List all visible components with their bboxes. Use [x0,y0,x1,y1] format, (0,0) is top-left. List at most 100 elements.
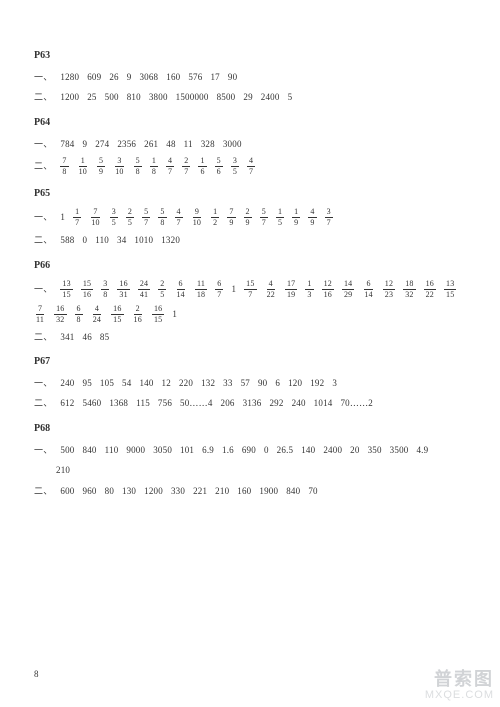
answer-row: 二、3414685 [34,330,466,344]
fraction: 157 [244,280,256,299]
answer-row: 一、7849274235626148113283000 [34,137,466,151]
fraction: 1516 [81,280,93,299]
fraction-denominator: 16 [81,290,93,299]
fraction-numerator: 17 [285,280,297,290]
row-prefix [34,463,48,477]
fraction-denominator: 16 [322,290,334,299]
fraction-denominator: 18 [195,290,207,299]
fraction-inline: 12 [211,208,219,227]
value: 1200 [144,484,163,498]
fraction: 1223 [383,280,395,299]
fraction-numerator: 1 [292,208,300,218]
value: 1 [60,210,65,224]
fraction-inline: 47 [175,208,183,227]
fraction-inline: 17 [73,208,81,227]
fraction-inline: 57 [260,208,268,227]
row-prefix: 一、 [34,282,52,296]
fraction-inline: 27 [182,157,190,176]
fraction: 1615 [152,305,164,324]
fraction-inline: 58 [134,157,142,176]
fraction-numerator: 13 [60,280,72,290]
value: 160 [237,484,251,498]
answer-row: 二、1200255008103800150000085002924005 [34,90,466,104]
fraction: 49 [308,208,316,227]
value: 5 [288,90,293,104]
value: 5460 [83,396,102,410]
fraction-denominator: 7 [246,290,254,299]
fraction-numerator: 15 [244,280,256,290]
fraction: 25 [126,208,134,227]
fraction: 1429 [342,280,354,299]
value: 221 [193,484,207,498]
fraction-denominator: 15 [60,290,72,299]
value: 2400 [261,90,280,104]
fraction-numerator: 5 [158,208,166,218]
value: 90 [228,70,237,84]
row-prefix: 一、 [34,443,52,457]
fraction-numerator: 4 [93,305,101,315]
value: 350 [368,443,382,457]
fraction-denominator: 32 [54,315,66,324]
value: 3 [332,376,337,390]
fraction-denominator: 5 [126,218,134,227]
fraction: 38 [101,280,109,299]
fraction-numerator: 16 [111,305,123,315]
fraction: 68 [75,305,83,324]
fraction-inline: 1631 [117,280,129,299]
fraction-inline: 47 [247,157,255,176]
row-prefix: 二、 [34,159,52,173]
fraction-denominator: 14 [362,290,374,299]
value: 1500000 [176,90,209,104]
fraction-denominator: 6 [198,167,206,176]
page-number: 8 [34,669,39,679]
fraction-denominator: 24 [91,315,103,324]
fraction-denominator: 22 [424,290,436,299]
fraction-numerator: 3 [231,157,239,167]
watermark: 普索图 MXQE.COM [425,665,494,701]
value: 192 [310,376,324,390]
fraction: 614 [174,280,186,299]
value: 784 [60,137,74,151]
fraction-numerator: 3 [110,208,118,218]
fraction-inline: 38 [101,280,109,299]
fraction-numerator: 7 [60,157,68,167]
fraction-denominator: 8 [134,167,142,176]
fraction: 1719 [285,280,297,299]
value: 2400 [323,443,342,457]
value: 48 [166,137,175,151]
value: 26 [109,70,118,84]
value: 1320 [161,233,180,247]
value: 612 [60,396,74,410]
value: 4.9 [416,443,428,457]
fraction: 1832 [403,280,415,299]
fraction-numerator: 1 [276,208,284,218]
fraction: 1622 [424,280,436,299]
value: 810 [127,90,141,104]
fraction: 47 [166,157,174,176]
value: 34 [117,233,126,247]
fraction-inline: 1622 [424,280,436,299]
fraction-numerator: 5 [97,157,105,167]
value: 9000 [126,443,145,457]
fraction-numerator: 2 [158,280,166,290]
fraction: 35 [231,157,239,176]
answer-row: 二、6125460136811575650……42063136292240101… [34,396,466,410]
answer-row: 二、58801103410101320 [34,233,466,247]
fraction-numerator: 1 [150,157,158,167]
value: 12 [162,376,171,390]
value: 90 [258,376,267,390]
value: 46 [83,330,92,344]
value: 1900 [259,484,278,498]
fraction-numerator: 2 [126,208,134,218]
answer-row: 一、11771035255758479101279295715194937 [34,208,466,227]
fraction-denominator: 9 [308,218,316,227]
value: 274 [95,137,109,151]
row-prefix: 二、 [34,330,52,344]
value: 6 [275,376,280,390]
value: 840 [83,443,97,457]
fraction: 310 [113,157,125,176]
fraction-inline: 18 [150,157,158,176]
fraction-numerator: 4 [175,208,183,218]
value: 80 [105,484,114,498]
fraction-denominator: 41 [138,290,150,299]
